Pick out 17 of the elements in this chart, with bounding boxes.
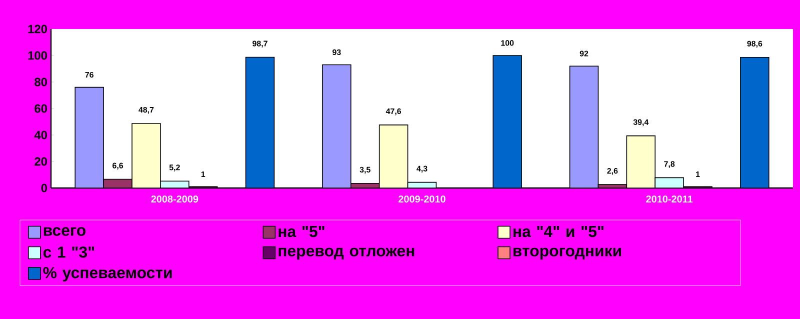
legend-label: на "5" bbox=[278, 226, 324, 238]
y-tick-label: 20 bbox=[34, 157, 47, 166]
y-tick-label: 100 bbox=[28, 51, 47, 60]
y-tick-label: 0 bbox=[41, 184, 47, 192]
y-tick-label: 80 bbox=[34, 78, 47, 86]
legend-label: перевод отложен bbox=[278, 248, 414, 260]
y-tick-label: 60 bbox=[34, 104, 47, 113]
legend-label: на "4" и "5" bbox=[513, 226, 604, 238]
y-tick-label: 120 bbox=[28, 24, 47, 34]
y-tick-label: 40 bbox=[34, 130, 47, 140]
legend-label: % успеваемости bbox=[43, 267, 172, 282]
x-tick-label: 2009-2010 bbox=[398, 196, 446, 203]
x-tick-label: 2008-2009 bbox=[151, 196, 198, 203]
x-tick-label: 2010-2011 bbox=[646, 196, 693, 203]
legend-label: с 1 "3" bbox=[43, 246, 94, 258]
legend-label: всего bbox=[44, 227, 86, 236]
legend-label: второгодники bbox=[513, 248, 621, 260]
